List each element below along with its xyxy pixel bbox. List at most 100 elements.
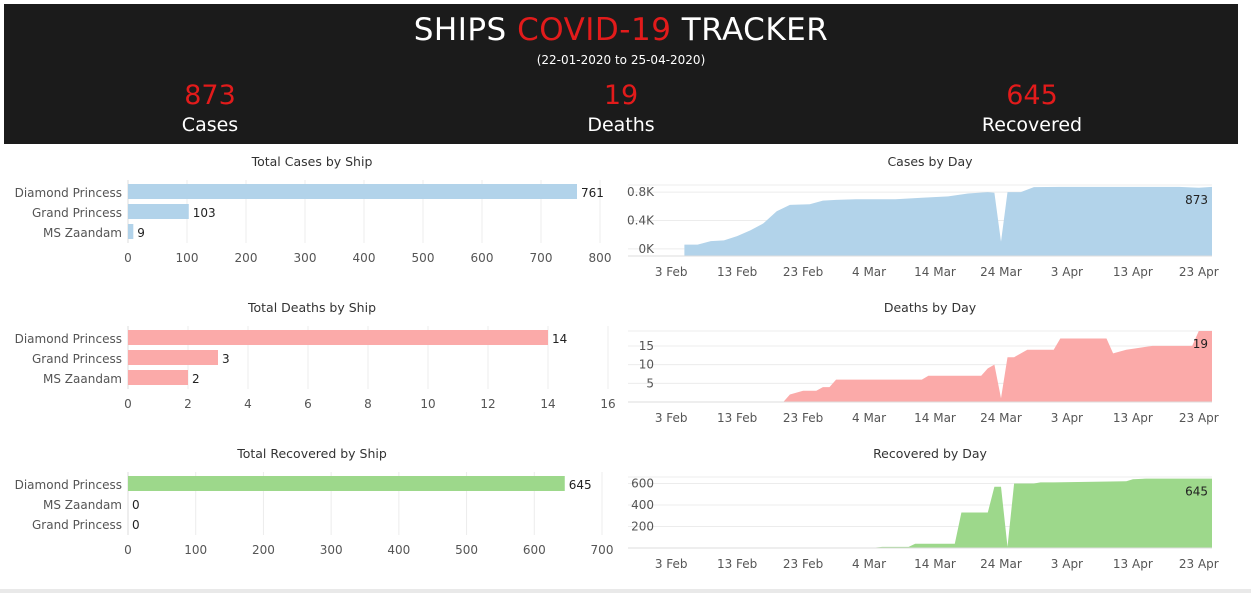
deaths-ship-bar [128, 330, 548, 345]
cases-ship-data-label: 9 [137, 226, 145, 240]
deaths-ship-data-label: 14 [552, 332, 567, 346]
bottom-scroll-strip [0, 589, 1251, 593]
cases-day-title: Cases by Day [887, 154, 973, 169]
recovered-ship-svg: Total Recovered by Ship Diamond Princess 6… [15, 446, 614, 557]
cases-day-y-tick: 0.4K [627, 214, 655, 228]
date-range: (22-01-2020 to 25-04-2020) [536, 53, 706, 67]
cases-ship-svg: Total Cases by Ship Diamond Princess 761 Gr… [15, 154, 612, 265]
deaths-ship-data-label: 2 [192, 372, 200, 386]
cases-day-x-tick: 13 Apr [1113, 265, 1153, 279]
recovered-ship-category-label: Grand Princess [32, 518, 122, 532]
recovered-day-title: Recovered by Day [873, 446, 987, 461]
cases-day-x-tick: 13 Feb [717, 265, 757, 279]
deaths-ship-svg: Total Deaths by Ship Diamond Princess 14 Gr… [15, 300, 616, 411]
kpi-deaths-label: Deaths [587, 114, 655, 136]
cases-ship-x-tick: 500 [412, 251, 435, 265]
deaths-ship-x-tick: 4 [244, 397, 252, 411]
cases-ship-category-label: Grand Princess [32, 206, 122, 220]
dashboard-title: SHIPS COVID-19 TRACKER [4, 12, 1238, 48]
recovered-ship-category-label: Diamond Princess [15, 478, 122, 492]
recovered-day-x-tick: 13 Apr [1113, 557, 1153, 571]
cases-day-x-tick: 24 Mar [980, 265, 1022, 279]
cases-day-svg: Cases by Day 0K 0.4K 0.8K 3 Feb 13 Feb 23 Feb 4… [627, 154, 1219, 279]
cases-day-x-tick: 14 Mar [914, 265, 956, 279]
cases-ship-x-tick: 400 [353, 251, 376, 265]
recovered-ship-category-label: MS Zaandam [43, 498, 122, 512]
cases-ship-x-tick: 600 [471, 251, 494, 265]
deaths-day-x-tick: 4 Mar [852, 411, 886, 425]
deaths-day-svg: Deaths by Day 5 10 15 3 Feb 13 Feb 23 Feb 4 Mar… [628, 300, 1219, 425]
deaths-day-x-tick: 3 Feb [655, 411, 688, 425]
deaths-ship-x-tick: 6 [304, 397, 312, 411]
recovered-day-x-tick: 23 Feb [783, 557, 823, 571]
deaths-day-area [684, 331, 1212, 402]
cases-ship-bar [128, 184, 577, 199]
deaths-day-y-tick: 5 [646, 376, 654, 390]
recovered-ship-x-tick: 600 [523, 543, 546, 557]
deaths-ship-bar [128, 350, 218, 365]
kpi-cases-value: 873 [184, 80, 236, 111]
recovered-ship-data-label: 645 [569, 478, 592, 492]
recovered-day-x-tick: 3 Apr [1051, 557, 1083, 571]
recovered-ship-data-label: 0 [132, 498, 140, 512]
deaths-ship-x-tick: 8 [364, 397, 372, 411]
deaths-ship-x-tick: 16 [600, 397, 615, 411]
cases-day-x-tick: 23 Feb [783, 265, 823, 279]
deaths-ship-data-label: 3 [222, 352, 230, 366]
kpi-deaths: 19 Deaths [521, 80, 721, 138]
deaths-ship-category-label: Grand Princess [32, 352, 122, 366]
deaths-day-x-tick: 13 Apr [1113, 411, 1153, 425]
deaths-ship-category-label: Diamond Princess [15, 332, 122, 346]
deaths-day-end-label: 19 [1193, 337, 1208, 351]
recovered-ship-title: Total Recovered by Ship [236, 446, 387, 461]
recovered-ship-bar [128, 476, 565, 491]
recovered-ship-x-tick: 500 [455, 543, 478, 557]
deaths-ship-x-tick: 12 [480, 397, 495, 411]
cases-ship-x-tick: 200 [235, 251, 258, 265]
cases-ship-data-label: 103 [193, 206, 216, 220]
recovered-day-svg: Recovered by Day 200 400 600 3 Feb 13 Feb 23 F… [628, 446, 1219, 571]
recovered-ship-x-tick: 200 [252, 543, 275, 557]
title-accent: COVID-19 [517, 12, 672, 48]
dashboard-header: SHIPS COVID-19 TRACKER (22-01-2020 to 25… [4, 4, 1238, 144]
recovered-day-y-tick: 200 [631, 519, 654, 533]
cases-day-chart: Cases by Day 0K 0.4K 0.8K 3 Feb 13 Feb 23 Feb 4… [0, 148, 1240, 288]
cases-day-y-tick: 0K [638, 242, 655, 256]
deaths-day-y-tick: 15 [639, 339, 654, 353]
cases-ship-x-tick: 800 [589, 251, 612, 265]
cases-ship-x-tick: 300 [294, 251, 317, 265]
cases-ship-data-label: 761 [581, 186, 604, 200]
recovered-ship-chart: Total Recovered by Ship Diamond Princess 6… [0, 440, 620, 570]
cases-day-x-tick: 23 Apr [1179, 265, 1219, 279]
deaths-ship-category-label: MS Zaandam [43, 372, 122, 386]
kpi-cases: 873 Cases [110, 80, 310, 138]
deaths-ship-bar [128, 370, 188, 385]
recovered-day-x-tick: 4 Mar [852, 557, 886, 571]
recovered-day-x-tick: 24 Mar [980, 557, 1022, 571]
recovered-ship-data-label: 0 [132, 518, 140, 532]
deaths-day-x-tick: 23 Apr [1179, 411, 1219, 425]
deaths-day-x-tick: 14 Mar [914, 411, 956, 425]
deaths-ship-x-tick: 0 [124, 397, 132, 411]
deaths-day-x-tick: 24 Mar [980, 411, 1022, 425]
kpi-recovered: 645 Recovered [932, 80, 1132, 138]
kpi-recovered-value: 645 [1006, 80, 1058, 111]
recovered-ship-x-tick: 300 [320, 543, 343, 557]
cases-ship-category-label: Diamond Princess [15, 186, 122, 200]
cases-ship-x-tick: 100 [176, 251, 199, 265]
cases-ship-bar [128, 224, 134, 239]
deaths-ship-x-tick: 2 [184, 397, 192, 411]
cases-ship-x-tick: 700 [530, 251, 553, 265]
deaths-day-chart: Deaths by Day 5 10 15 3 Feb 13 Feb 23 Feb 4 Mar… [0, 294, 1240, 434]
deaths-day-x-tick: 13 Feb [717, 411, 757, 425]
recovered-ship-x-tick: 0 [124, 543, 132, 557]
recovered-day-x-tick: 23 Apr [1179, 557, 1219, 571]
recovered-day-x-tick: 13 Feb [717, 557, 757, 571]
deaths-day-y-tick: 10 [639, 358, 654, 372]
cases-ship-bar [128, 204, 189, 219]
deaths-ship-x-tick: 14 [540, 397, 555, 411]
recovered-day-area [677, 478, 1212, 548]
recovered-ship-x-tick: 700 [591, 543, 614, 557]
recovered-ship-x-tick: 400 [387, 543, 410, 557]
cases-day-x-tick: 4 Mar [852, 265, 886, 279]
